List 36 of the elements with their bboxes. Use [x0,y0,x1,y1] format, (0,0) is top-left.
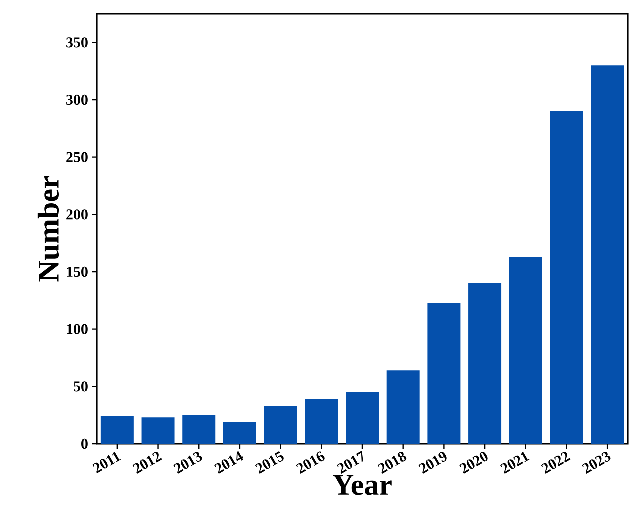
x-tick-label: 2013 [174,452,202,474]
x-tick-label: 2015 [255,451,284,474]
x-axis-title: Year [333,475,392,496]
x-tick-label: 2022 [541,452,571,474]
bar [346,392,379,444]
y-tick-label: 350 [66,38,88,48]
x-tick-label: 2021 [500,452,530,474]
bar [264,406,298,444]
bar [509,257,542,444]
y-tick-label: 100 [67,324,88,334]
y-tick-label: 0 [82,438,88,450]
bar [305,399,338,444]
bar [468,283,502,444]
bar [223,422,256,444]
y-tick-label: 250 [66,152,88,162]
bar [591,66,624,444]
x-tick-label: 2018 [378,452,407,474]
x-tick-label: 2023 [582,452,611,474]
bar [428,302,461,444]
y-tick-label: 50 [74,382,88,392]
y-tick-label: 300 [66,94,88,106]
y-axis-title: Number [38,176,60,282]
bar [550,111,584,444]
x-tick-label: 2014 [214,451,244,474]
bar [386,370,420,444]
x-tick-label: 2017 [337,450,364,474]
x-tick-label: 2019 [418,452,447,474]
x-tick-label: 2016 [296,451,325,474]
x-tick-label: 2011 [92,452,122,474]
bar [100,416,134,444]
bar [142,418,175,444]
x-tick-label: 2012 [132,452,162,474]
y-tick-label: 200 [66,210,88,220]
y-tick-label: 150 [67,266,88,278]
bar [182,415,216,444]
x-tick-label: 2020 [460,452,488,474]
